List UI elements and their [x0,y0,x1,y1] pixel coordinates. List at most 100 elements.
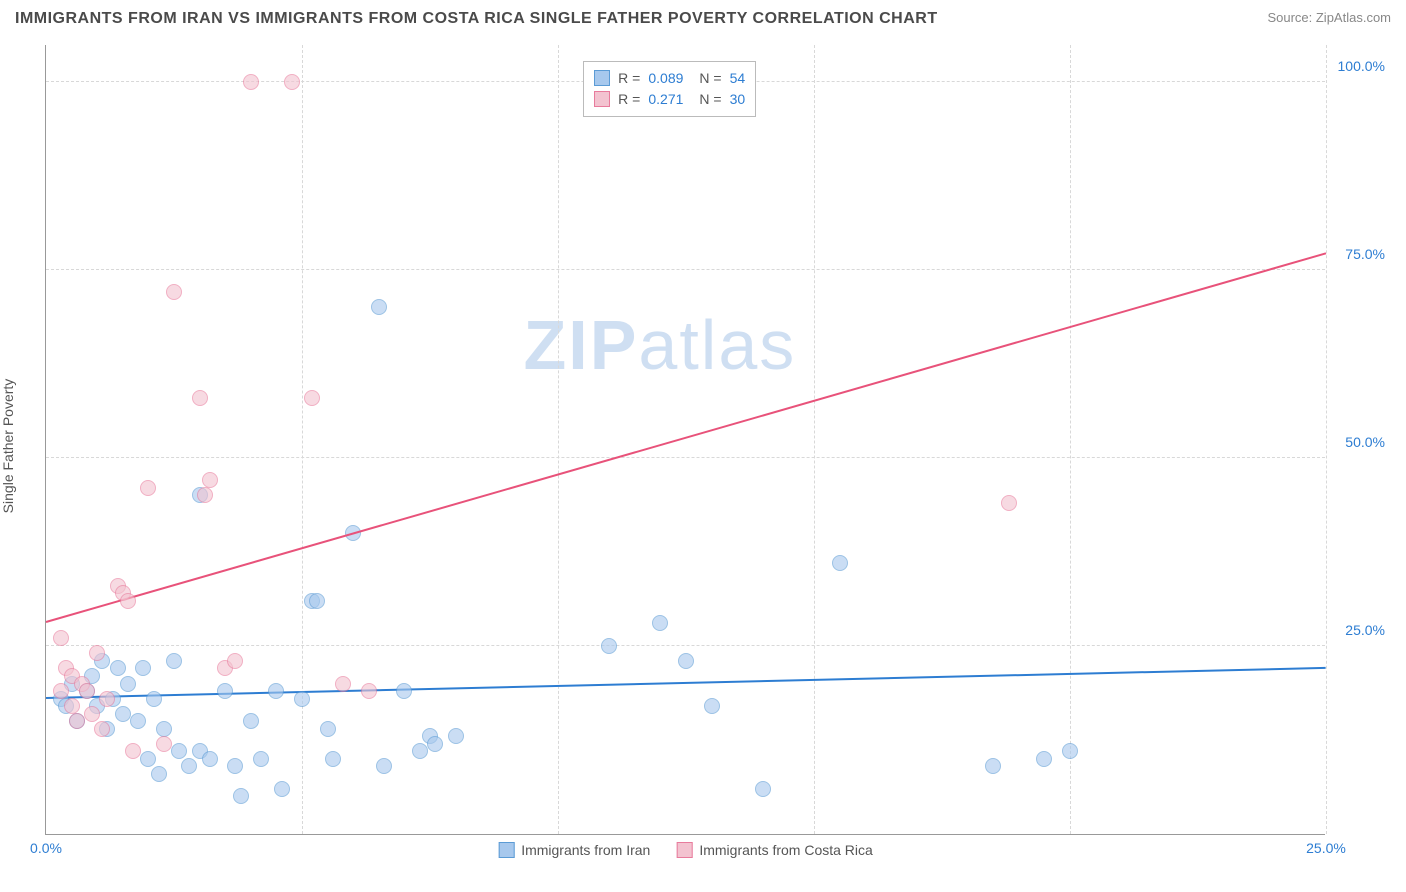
data-point [233,788,249,804]
data-point [120,593,136,609]
data-point [197,487,213,503]
data-point [110,660,126,676]
stats-row: R =0.271N =30 [594,89,745,110]
data-point [202,472,218,488]
stat-r-value: 0.271 [648,89,683,110]
data-point [69,713,85,729]
x-tick-label: 0.0% [30,840,62,856]
data-point [304,390,320,406]
data-point [1036,751,1052,767]
data-point [125,743,141,759]
data-point [53,630,69,646]
data-point [171,743,187,759]
x-gridline [1070,45,1071,834]
data-point [284,74,300,90]
x-gridline [1326,45,1327,834]
data-point [140,751,156,767]
data-point [371,299,387,315]
trend-line [46,253,1327,624]
data-point [146,691,162,707]
data-point [601,638,617,654]
data-point [156,736,172,752]
data-point [166,653,182,669]
data-point [678,653,694,669]
data-point [202,751,218,767]
data-point [376,758,392,774]
data-point [156,721,172,737]
stat-r-value: 0.089 [648,68,683,89]
stats-row: R = 0.089 N = 54 [594,68,745,89]
y-tick-label: 25.0% [1345,622,1385,638]
stat-r-label: R = [618,89,640,110]
y-axis-label: Single Father Poverty [0,379,16,514]
data-point [140,480,156,496]
bottom-legend: Immigrants from Iran Immigrants from Cost… [498,842,873,858]
legend-label: Immigrants from Iran [521,842,650,858]
data-point [253,751,269,767]
watermark: ZIPatlas [524,305,797,385]
data-point [53,683,69,699]
scatter-plot-area: ZIPatlas 25.0%50.0%75.0%100.0%0.0%25.0%R… [45,45,1325,835]
data-point [1062,743,1078,759]
data-point [755,781,771,797]
data-point [294,691,310,707]
data-point [985,758,1001,774]
data-point [94,721,110,737]
stat-n-label: N = [699,68,721,89]
data-point [412,743,428,759]
series-swatch [676,842,692,858]
data-point [1001,495,1017,511]
data-point [227,758,243,774]
trend-line [46,666,1326,698]
series-swatch [594,91,610,107]
y-gridline [46,645,1325,646]
data-point [192,390,208,406]
x-gridline [302,45,303,834]
series-swatch [594,70,610,86]
data-point [704,698,720,714]
data-point [448,728,464,744]
data-point [325,751,341,767]
stat-n-label: N = [699,89,721,110]
data-point [84,706,100,722]
x-gridline [814,45,815,834]
x-gridline [558,45,559,834]
stat-n-value: 54 [730,68,746,89]
chart-title: IMMIGRANTS FROM IRAN VS IMMIGRANTS FROM … [15,10,938,28]
data-point [396,683,412,699]
x-tick-label: 25.0% [1306,840,1346,856]
y-tick-label: 75.0% [1345,246,1385,262]
data-point [243,74,259,90]
data-point [89,645,105,661]
data-point [274,781,290,797]
y-tick-label: 100.0% [1338,58,1385,74]
data-point [99,691,115,707]
legend-label: Immigrants from Costa Rica [699,842,872,858]
data-point [166,284,182,300]
data-point [652,615,668,631]
data-point [79,683,95,699]
data-point [227,653,243,669]
data-point [135,660,151,676]
stat-r-label: R = [618,68,640,89]
data-point [64,698,80,714]
data-point [320,721,336,737]
y-gridline [46,457,1325,458]
y-gridline [46,269,1325,270]
legend-item: Immigrants from Iran [498,842,650,858]
data-point [217,683,233,699]
data-point [181,758,197,774]
series-swatch [498,842,514,858]
data-point [268,683,284,699]
data-point [120,676,136,692]
data-point [335,676,351,692]
legend-item: Immigrants from Costa Rica [676,842,872,858]
data-point [832,555,848,571]
data-point [130,713,146,729]
stats-legend-box: R =0.089N =54R =0.271N =30 [583,61,756,117]
data-point [361,683,377,699]
y-tick-label: 50.0% [1345,434,1385,450]
data-point [427,736,443,752]
data-point [115,706,131,722]
data-point [151,766,167,782]
